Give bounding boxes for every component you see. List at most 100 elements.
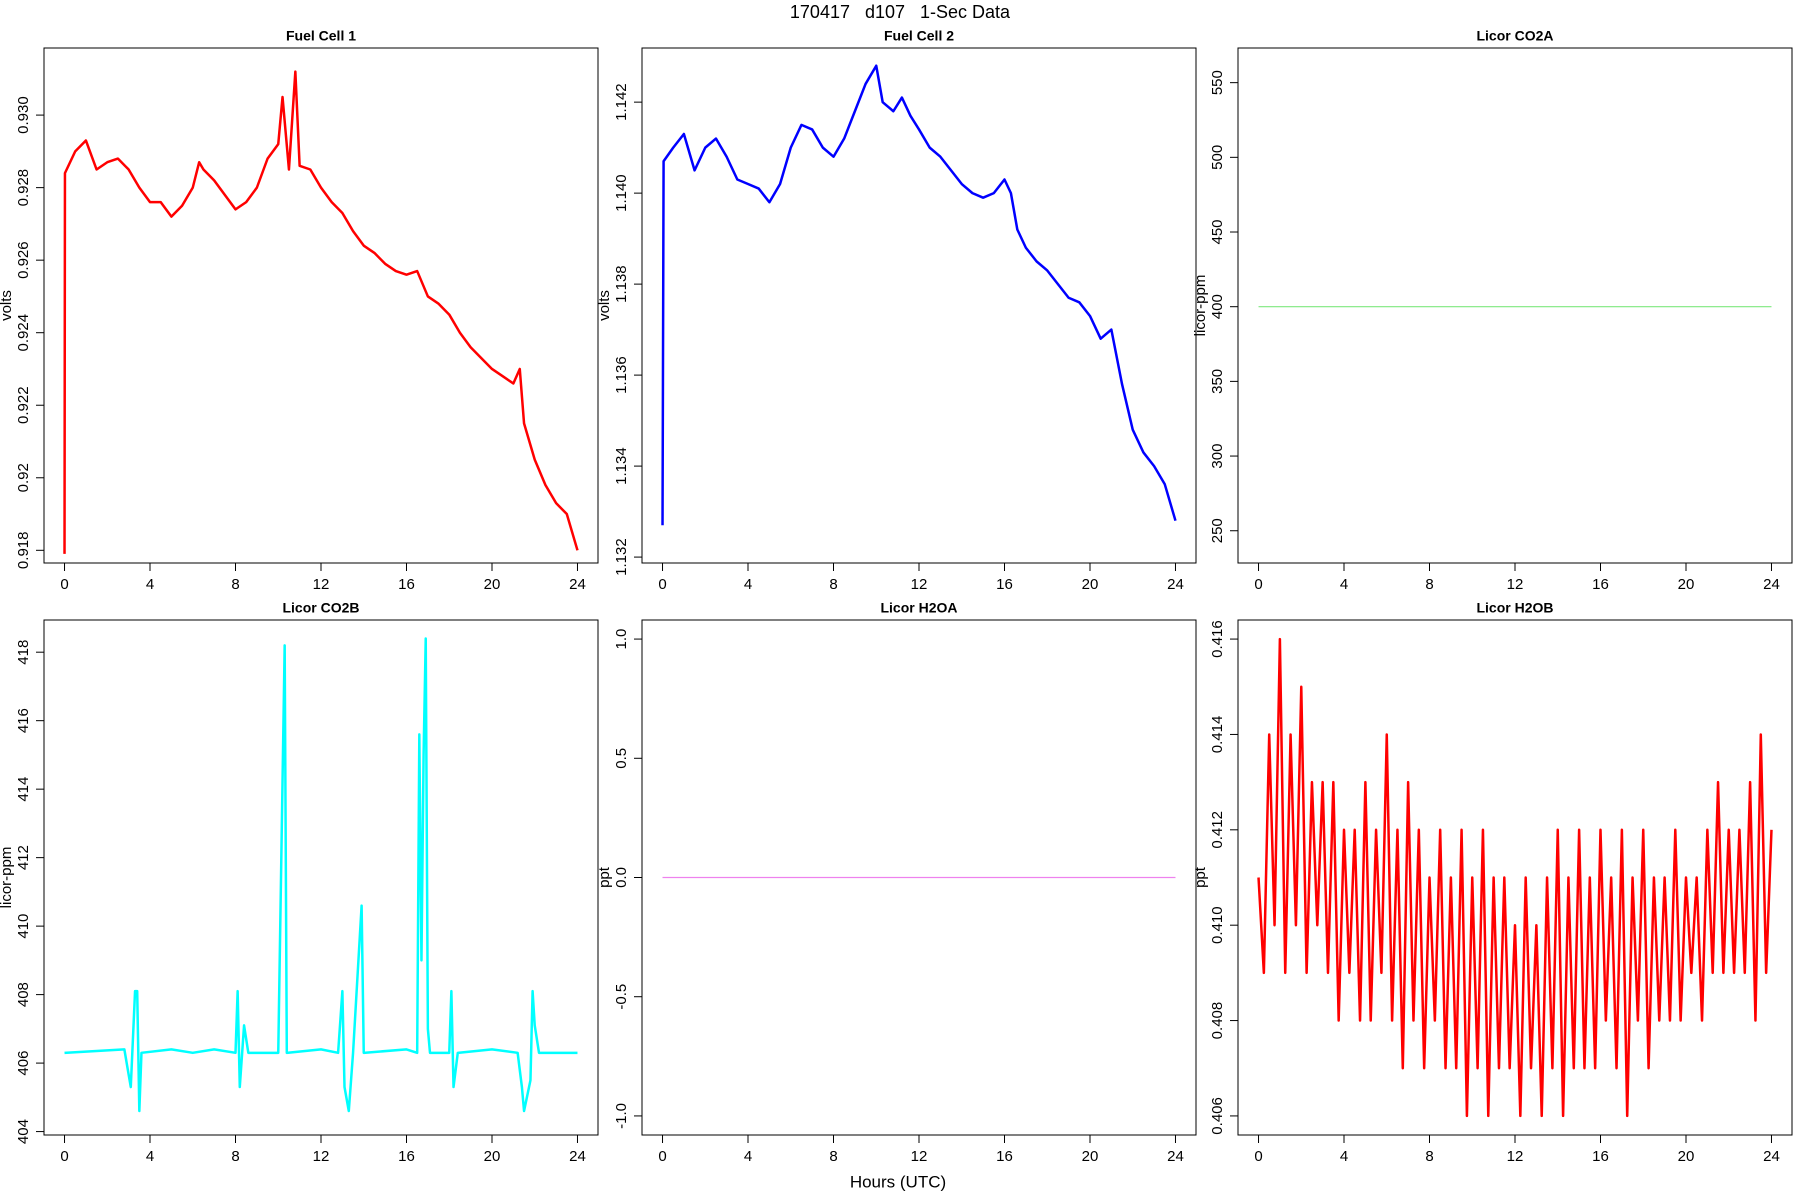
panel-title: Fuel Cell 2 — [884, 28, 954, 44]
y-tick-label: 0.408 — [1209, 1002, 1226, 1040]
x-tick-label: 16 — [398, 576, 415, 593]
x-tick-label: 0 — [60, 1148, 68, 1165]
y-tick-label: 0.414 — [1209, 716, 1226, 754]
y-tick-label: 416 — [15, 708, 32, 733]
y-tick-label: 0.406 — [1209, 1097, 1226, 1135]
y-tick-label: 1.132 — [613, 538, 630, 576]
x-tick-label: 20 — [1678, 1148, 1695, 1165]
x-tick-label: 8 — [829, 1148, 837, 1165]
data-line — [64, 637, 578, 1113]
x-tick-label: 20 — [484, 576, 501, 593]
x-tick-label: 8 — [829, 576, 837, 593]
x-tick-label: 0 — [1254, 1148, 1262, 1165]
y-tick-label: 1.140 — [613, 174, 630, 212]
y-tick-label: 406 — [15, 1051, 32, 1076]
x-tick-label: 0 — [658, 1148, 666, 1165]
y-tick-label: 410 — [15, 914, 32, 939]
x-tick-label: 8 — [231, 1148, 239, 1165]
panel-title: Licor H2OB — [1476, 600, 1553, 616]
x-tick-label: 0 — [60, 576, 68, 593]
data-line — [661, 64, 1177, 526]
y-tick-label: 0.924 — [15, 314, 32, 352]
x-tick-label: 0 — [658, 576, 666, 593]
panel-title: Licor CO2B — [282, 600, 359, 616]
y-tick-label: 0.5 — [613, 748, 630, 769]
y-tick-label: 404 — [15, 1119, 32, 1144]
y-tick-label: 0.416 — [1209, 620, 1226, 658]
y-tick-label: 0.92 — [15, 463, 32, 492]
x-tick-label: 16 — [1592, 576, 1609, 593]
x-tick-label: 4 — [1340, 1148, 1348, 1165]
x-tick-label: 20 — [1082, 1148, 1099, 1165]
y-tick-label: 350 — [1209, 369, 1226, 394]
y-tick-label: 412 — [15, 845, 32, 870]
x-tick-label: 4 — [146, 576, 154, 593]
x-tick-label: 16 — [398, 1148, 415, 1165]
y-tick-label: 0.930 — [15, 96, 32, 134]
x-tick-label: 24 — [569, 576, 586, 593]
x-tick-label: 8 — [231, 576, 239, 593]
x-tick-label: 20 — [1678, 576, 1695, 593]
x-tick-label: 24 — [569, 1148, 586, 1165]
y-axis-label: volts — [0, 290, 15, 321]
y-tick-label: 1.0 — [613, 629, 630, 650]
y-axis-label: volts — [596, 290, 613, 321]
x-tick-label: 4 — [744, 576, 752, 593]
plot-frame — [641, 47, 1197, 564]
y-tick-label: 0.922 — [15, 386, 32, 424]
plot-frame — [1237, 619, 1793, 1136]
y-tick-label: 450 — [1209, 219, 1226, 244]
panel-title: Fuel Cell 1 — [286, 28, 356, 44]
y-tick-label: 0.412 — [1209, 811, 1226, 849]
plot-frame — [641, 619, 1197, 1136]
x-tick-label: 16 — [996, 1148, 1013, 1165]
y-tick-label: 0.918 — [15, 532, 32, 570]
x-tick-label: 16 — [1592, 1148, 1609, 1165]
y-tick-label: -0.5 — [613, 984, 630, 1010]
data-line — [63, 70, 579, 554]
plot-frame — [1237, 47, 1793, 564]
y-tick-label: 418 — [15, 640, 32, 665]
x-tick-label: 0 — [1254, 576, 1262, 593]
x-tick-label: 12 — [1507, 576, 1524, 593]
y-tick-label: 300 — [1209, 444, 1226, 469]
x-tick-label: 12 — [313, 1148, 330, 1165]
x-tick-label: 8 — [1425, 576, 1433, 593]
x-tick-label: 4 — [744, 1148, 752, 1165]
x-tick-label: 24 — [1763, 1148, 1780, 1165]
data-line — [1257, 637, 1773, 1118]
x-tick-label: 20 — [1082, 576, 1099, 593]
x-tick-label: 4 — [146, 1148, 154, 1165]
y-axis-label: licor-ppm — [1192, 275, 1209, 337]
x-tick-label: 12 — [1507, 1148, 1524, 1165]
y-tick-label: 414 — [15, 777, 32, 802]
y-axis-label: ppt — [1192, 866, 1209, 888]
y-tick-label: 0.928 — [15, 169, 32, 207]
y-tick-label: 1.134 — [613, 447, 630, 485]
y-tick-label: 1.138 — [613, 265, 630, 303]
y-tick-label: 550 — [1209, 70, 1226, 95]
x-tick-label: 24 — [1167, 576, 1184, 593]
y-tick-label: 0.0 — [613, 867, 630, 888]
panel-title: Licor CO2A — [1476, 28, 1553, 44]
panel-title: Licor H2OA — [880, 600, 957, 616]
x-tick-label: 20 — [484, 1148, 501, 1165]
y-axis-label: licor-ppm — [0, 847, 15, 909]
y-tick-label: -1.0 — [613, 1103, 630, 1129]
x-tick-label: 12 — [313, 576, 330, 593]
x-axis-label: Hours (UTC) — [850, 1172, 946, 1191]
figure-title: 170417 d107 1-Sec Data — [790, 2, 1011, 22]
x-tick-label: 12 — [911, 1148, 928, 1165]
x-tick-label: 4 — [1340, 576, 1348, 593]
y-tick-label: 0.926 — [15, 241, 32, 279]
plot-frame — [43, 619, 599, 1136]
y-tick-label: 408 — [15, 982, 32, 1007]
y-tick-label: 1.136 — [613, 356, 630, 394]
x-tick-label: 8 — [1425, 1148, 1433, 1165]
y-axis-label: ppt — [596, 866, 613, 888]
plot-frame — [43, 47, 599, 564]
y-tick-label: 500 — [1209, 145, 1226, 170]
y-tick-label: 250 — [1209, 518, 1226, 543]
y-tick-label: 1.142 — [613, 83, 630, 121]
